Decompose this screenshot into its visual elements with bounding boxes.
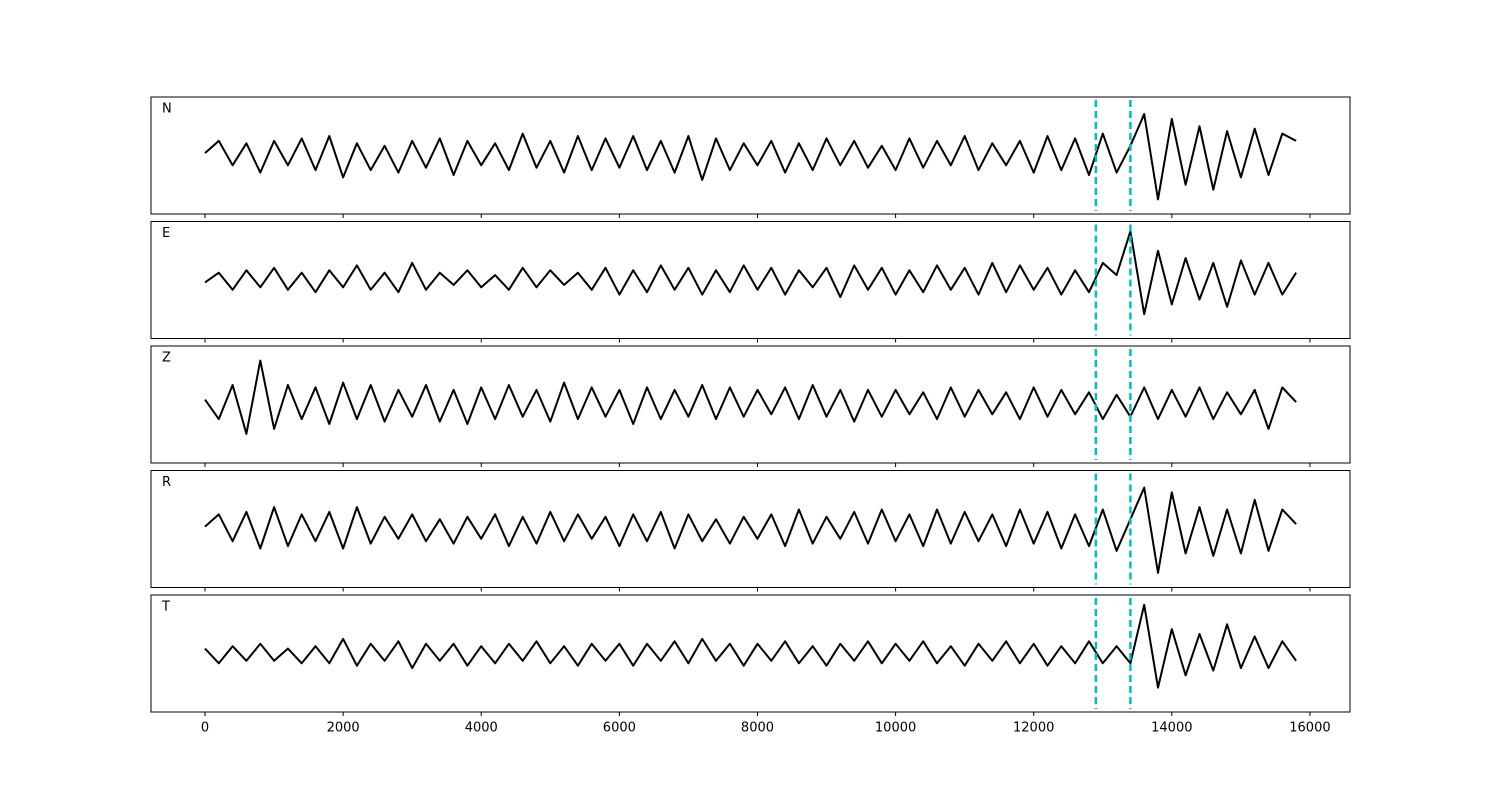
panel-label: R	[162, 475, 171, 490]
panel-label: E	[162, 226, 170, 241]
trace	[204, 113, 1297, 201]
trace	[204, 230, 1297, 316]
panel-frame	[150, 221, 1351, 339]
panel-frame	[150, 594, 1351, 713]
x-tick-label: 12000	[1013, 721, 1054, 736]
x-tick-label: 16000	[1289, 721, 1330, 736]
x-tick-label: 0	[201, 721, 209, 736]
trace	[204, 603, 1297, 689]
panel-label: N	[162, 102, 172, 117]
panel-label: T	[161, 600, 170, 615]
x-tick-label: 4000	[465, 721, 498, 736]
x-tick-label: 8000	[741, 721, 774, 736]
panel-frame	[150, 96, 1351, 215]
panel-frame	[150, 470, 1351, 588]
x-tick-label: 2000	[327, 721, 360, 736]
panel-label: Z	[162, 351, 171, 366]
x-tick-label: 6000	[603, 721, 636, 736]
x-tick-label: 10000	[875, 721, 916, 736]
x-tick-label: 14000	[1151, 721, 1192, 736]
trace	[204, 359, 1297, 435]
panel-frame	[150, 345, 1351, 464]
trace	[204, 486, 1297, 574]
